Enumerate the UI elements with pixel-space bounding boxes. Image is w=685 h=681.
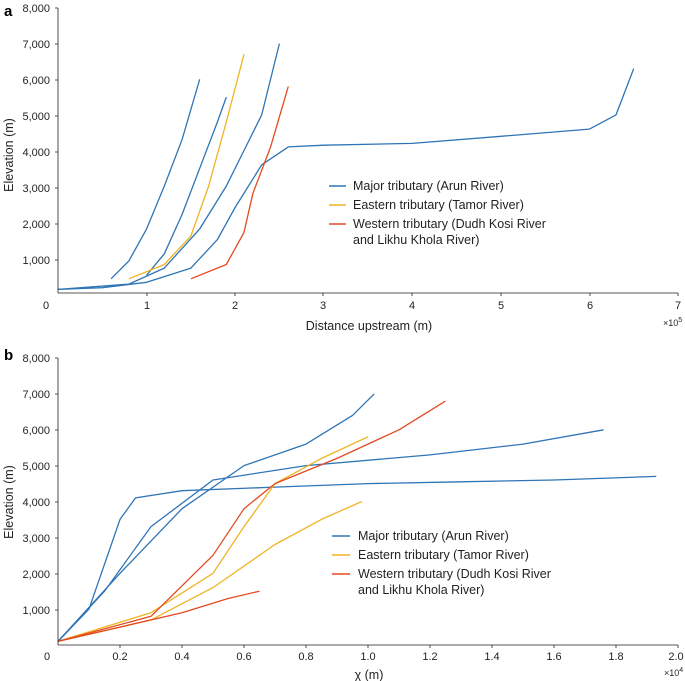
legend-label-western: Western tributary (Dudh Kosi River [358, 567, 551, 581]
panel-b-xtick: 0.6 [236, 651, 251, 663]
panel-a-x-multiplier: ×105 [663, 317, 682, 328]
panel-b-series [57, 393, 657, 643]
panel-b: b Elevation (m) χ (m) ×104 1,000 2,000 3… [2, 347, 684, 681]
panel-b-xtick: 0.2 [112, 651, 127, 663]
panel-b-ytick: 1,000 [22, 605, 50, 617]
panel-b-label: b [4, 347, 13, 364]
panel-b-ytick: 2,000 [22, 569, 50, 581]
panel-b-xtick: 1.0 [360, 651, 375, 663]
panel-a-xtick: 5 [498, 300, 504, 312]
panel-a-xtick: 4 [409, 300, 415, 312]
panel-b-ytick: 4,000 [22, 497, 50, 509]
panel-a-ytick: 1,000 [22, 255, 50, 267]
legend-label-major: Major tributary (Arun River) [358, 529, 509, 543]
panel-b-xtick: 1.8 [608, 651, 623, 663]
legend-label-western: Western tributary (Dudh Kosi River [353, 217, 546, 231]
panel-b-ylabel: Elevation (m) [2, 465, 16, 539]
series-line-western-5 [57, 400, 446, 643]
legend-label-eastern: Eastern tributary (Tamor River) [353, 198, 524, 212]
panel-a-xtick: 1 [144, 300, 150, 312]
panel-b-ytick: 6,000 [22, 425, 50, 437]
panel-a-ytick: 5,000 [22, 111, 50, 123]
panel-a-xlabel: Distance upstream (m) [306, 319, 432, 333]
panel-b-ytick: 7,000 [22, 389, 50, 401]
panel-a-ytick: 3,000 [22, 183, 50, 195]
series-line-major-0 [57, 68, 635, 291]
panel-b-ytick: 8,000 [22, 353, 50, 365]
panel-a-ticks: 1,000 2,000 3,000 4,000 5,000 6,000 7,00… [22, 3, 681, 312]
series-line-eastern-4 [128, 54, 245, 280]
panel-a-xtick: 2 [232, 300, 238, 312]
panel-a-ytick: 2,000 [22, 219, 50, 231]
panel-a: a Elevation (m) Distance upstream (m) ×1… [2, 3, 682, 333]
panel-b-xtick-marks [119, 645, 679, 648]
panel-b-xtick: 0 [44, 651, 50, 663]
panel-a-xtick: 3 [320, 300, 326, 312]
series-line-western-6 [57, 590, 260, 643]
panel-b-xtick: 0.8 [298, 651, 313, 663]
legend-label-major: Major tributary (Arun River) [353, 179, 504, 193]
panel-a-xtick-marks [146, 293, 679, 296]
legend-label-western-cont: and Likhu Khola River) [358, 583, 484, 597]
panel-a-ytick: 4,000 [22, 147, 50, 159]
panel-b-xtick: 2.0 [668, 651, 683, 663]
legend-label-western-cont: and Likhu Khola River) [353, 233, 479, 247]
panel-a-xtick: 0 [43, 300, 49, 312]
panel-b-axes [55, 357, 679, 648]
panel-b-ytick-marks [55, 357, 58, 611]
panel-b-xtick: 1.2 [422, 651, 437, 663]
series-line-eastern-3 [57, 436, 369, 643]
panel-a-ytick: 7,000 [22, 39, 50, 51]
panel-b-xtick: 0.4 [174, 651, 189, 663]
panel-a-legend: Major tributary (Arun River) Eastern tri… [329, 179, 546, 247]
series-line-major-0 [57, 475, 657, 642]
series-line-major-3 [146, 96, 227, 276]
panel-b-ticks: 1,000 2,000 3,000 4,000 5,000 6,000 7,00… [22, 353, 683, 663]
panel-b-legend: Major tributary (Arun River) Eastern tri… [332, 529, 551, 597]
series-line-western-5 [190, 86, 289, 280]
panel-b-ytick: 3,000 [22, 533, 50, 545]
series-line-major-2 [110, 79, 201, 280]
panel-a-ytick: 6,000 [22, 75, 50, 87]
series-line-major-1 [57, 429, 604, 642]
panel-b-x-multiplier: ×104 [664, 667, 683, 678]
panel-a-xtick: 7 [675, 300, 681, 312]
panel-b-xlabel: χ (m) [355, 668, 384, 681]
panel-a-ytick-marks [55, 7, 58, 261]
panel-b-xtick: 1.4 [484, 651, 499, 663]
panel-b-ytick: 5,000 [22, 461, 50, 473]
panel-a-xtick: 6 [587, 300, 593, 312]
series-line-eastern-4 [57, 500, 363, 643]
panel-b-xtick: 1.6 [546, 651, 561, 663]
series-line-major-2 [57, 393, 375, 642]
panel-a-ytick: 8,000 [22, 3, 50, 15]
series-line-major-1 [57, 43, 281, 291]
panel-a-ylabel: Elevation (m) [2, 118, 16, 192]
panel-a-label: a [4, 3, 13, 20]
legend-label-eastern: Eastern tributary (Tamor River) [358, 548, 529, 562]
panel-a-series [57, 43, 635, 291]
panel-a-axes [55, 7, 679, 296]
